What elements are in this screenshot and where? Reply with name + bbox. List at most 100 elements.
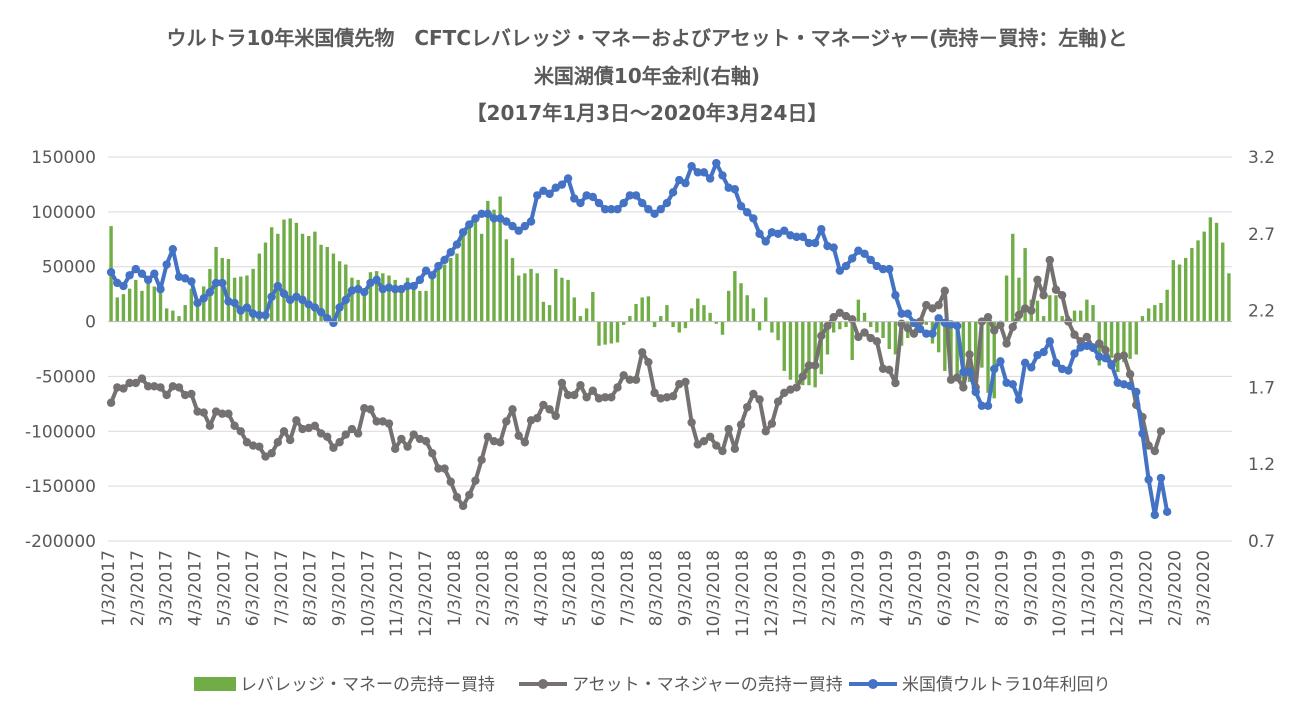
bar bbox=[1041, 316, 1046, 322]
treasury-yield-point bbox=[668, 188, 678, 197]
asset-manager-point bbox=[996, 320, 1005, 330]
bar bbox=[1103, 321, 1108, 360]
chart-title-line-3: 【2017年1月3日～2020年3月24日】 bbox=[466, 101, 828, 125]
x-tick-label: 11/3/2019 bbox=[1079, 550, 1099, 637]
asset-manager-point bbox=[718, 446, 727, 456]
bar bbox=[572, 297, 576, 322]
bar bbox=[813, 321, 817, 388]
bar bbox=[239, 276, 243, 322]
treasury-yield-point bbox=[489, 214, 499, 223]
bar bbox=[1085, 299, 1089, 322]
bar bbox=[850, 321, 854, 360]
bar bbox=[788, 321, 793, 380]
treasury-yield-point bbox=[878, 264, 888, 274]
asset-manager-point bbox=[952, 373, 962, 382]
treasury-yield-point bbox=[638, 198, 647, 208]
treasury-yield-point bbox=[650, 209, 659, 219]
treasury-yield-point bbox=[341, 295, 350, 305]
bar bbox=[875, 321, 879, 333]
treasury-yield-point bbox=[922, 329, 931, 338]
treasury-yield-point bbox=[1144, 475, 1153, 484]
asset-manager-point bbox=[903, 323, 912, 333]
x-tick-label: 11/3/2017 bbox=[387, 550, 407, 637]
treasury-yield-point bbox=[310, 303, 320, 312]
asset-manager-point bbox=[545, 405, 554, 414]
bar bbox=[831, 321, 836, 333]
bar bbox=[387, 275, 391, 322]
gridlines bbox=[108, 156, 1232, 542]
treasury-yield-point bbox=[230, 298, 239, 308]
treasury-yield-point bbox=[162, 260, 171, 269]
asset-manager-point bbox=[242, 438, 252, 447]
treasury-yield-point bbox=[106, 268, 116, 277]
x-tick-label: 10/3/2018 bbox=[704, 550, 724, 637]
asset-manager-point bbox=[1051, 285, 1061, 294]
legend-label-leveraged: レバレッジ・マネーの売持ー買持 bbox=[240, 675, 495, 695]
bar bbox=[807, 321, 811, 386]
treasury-yield-point bbox=[952, 321, 962, 331]
treasury-yield-point bbox=[983, 401, 993, 411]
treasury-yield-point bbox=[928, 329, 937, 338]
asset-manager-point bbox=[780, 388, 789, 398]
treasury-yield-point bbox=[885, 264, 894, 274]
treasury-yield-point bbox=[168, 244, 178, 254]
asset-manager-point bbox=[156, 383, 165, 392]
y-right-tick-label: 1.2 bbox=[1248, 455, 1275, 475]
bar bbox=[862, 312, 867, 322]
bar bbox=[1202, 231, 1206, 322]
bar bbox=[486, 200, 490, 322]
bar bbox=[541, 301, 546, 322]
asset-manager-point bbox=[582, 393, 591, 402]
asset-manager-point bbox=[631, 375, 641, 384]
y-right-tick-label: 1.7 bbox=[1248, 378, 1275, 398]
bar bbox=[578, 316, 583, 322]
asset-manager-point bbox=[563, 390, 573, 400]
treasury-yield-point bbox=[199, 294, 208, 303]
bar bbox=[1054, 295, 1058, 322]
asset-manager-point bbox=[329, 443, 338, 452]
asset-manager-point bbox=[106, 398, 116, 407]
treasury-yield-point bbox=[1125, 381, 1135, 391]
bar bbox=[535, 273, 539, 322]
asset-manager-point bbox=[1033, 275, 1042, 285]
asset-manager-point bbox=[650, 388, 659, 398]
bar bbox=[300, 233, 305, 322]
asset-manager-point bbox=[644, 357, 653, 367]
treasury-yield-point bbox=[607, 205, 616, 214]
bar bbox=[152, 286, 157, 322]
bar bbox=[430, 272, 434, 322]
bar bbox=[980, 321, 984, 368]
asset-manager-point bbox=[119, 384, 128, 393]
bar bbox=[164, 308, 169, 322]
asset-manager-point bbox=[681, 377, 690, 387]
bar bbox=[794, 321, 799, 384]
asset-manager-point bbox=[724, 424, 733, 434]
bar bbox=[492, 209, 496, 322]
asset-manager-point bbox=[1076, 337, 1085, 346]
bar bbox=[220, 257, 224, 322]
treasury-yield-point bbox=[557, 180, 567, 189]
treasury-yield-point bbox=[817, 224, 826, 234]
asset-manager-point bbox=[761, 427, 770, 436]
treasury-yield-point bbox=[965, 367, 974, 377]
x-tick-label: 2/3/2020 bbox=[1165, 550, 1185, 626]
x-tick-label: 9/3/2019 bbox=[1021, 550, 1041, 626]
asset-manager-point bbox=[705, 432, 715, 441]
bar bbox=[961, 321, 966, 386]
asset-manager-point bbox=[323, 432, 332, 441]
bar bbox=[566, 279, 570, 322]
bar bbox=[757, 321, 762, 331]
bar bbox=[1011, 233, 1015, 322]
asset-manager-point bbox=[421, 436, 431, 446]
treasury-yield-point bbox=[125, 271, 134, 280]
bar bbox=[177, 316, 181, 322]
asset-manager-point bbox=[533, 413, 542, 423]
treasury-yield-point bbox=[570, 194, 579, 203]
bar bbox=[1060, 316, 1064, 322]
bar bbox=[337, 261, 342, 322]
asset-manager-point bbox=[625, 375, 635, 384]
asset-manager-point bbox=[829, 312, 838, 322]
bar bbox=[127, 288, 132, 322]
treasury-yield-point bbox=[619, 198, 628, 208]
